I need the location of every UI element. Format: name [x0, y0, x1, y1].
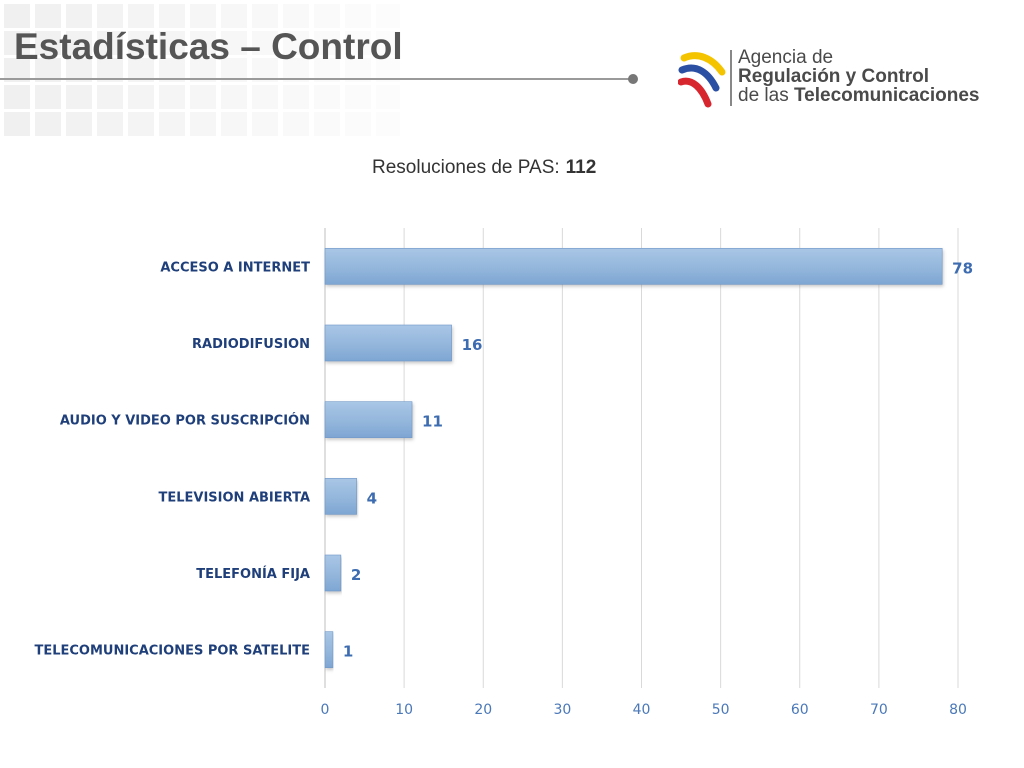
header-tile [190, 85, 216, 109]
header-tile [376, 4, 400, 28]
header-tile [252, 4, 278, 28]
summary-value: 112 [565, 157, 597, 178]
header-tile [345, 31, 371, 55]
logo-line-3-bold: Telecomunicaciones [793, 85, 980, 106]
header-tile [128, 112, 154, 136]
data-label: 4 [367, 489, 377, 507]
x-tick-label: 0 [321, 702, 330, 718]
header-tile [35, 85, 61, 109]
header-tile [221, 4, 247, 28]
header-tile [283, 4, 309, 28]
title-underline-dot [628, 74, 638, 84]
header-tile [314, 112, 340, 136]
x-tick-label: 50 [712, 702, 730, 718]
category-label: RADIODIFUSION [192, 337, 310, 352]
header-tile-pattern [0, 0, 400, 140]
header-tile [66, 85, 92, 109]
category-label: TELEVISION ABIERTA [159, 490, 311, 505]
category-label: TELECOMUNICACIONES POR SATELITE [34, 644, 310, 659]
x-tick-label: 20 [474, 702, 492, 718]
header-tile [159, 112, 185, 136]
logo-wordmark: Agencia de Regulación y Control de las T… [738, 48, 979, 105]
bar [324, 324, 452, 362]
header-tile [190, 31, 216, 55]
header-tile [159, 31, 185, 55]
header-tile [128, 85, 154, 109]
header-tile [4, 85, 30, 109]
header-tile [159, 4, 185, 28]
header-tile [221, 31, 247, 55]
header-tile [35, 31, 61, 55]
page-title: Estadísticas – Control [14, 26, 403, 67]
header-tile [252, 31, 278, 55]
x-tick-label: 70 [870, 702, 888, 718]
header-tile [345, 112, 371, 136]
data-label: 11 [422, 413, 443, 431]
header-tile [35, 4, 61, 28]
header-tile [314, 85, 340, 109]
logo-line-3: de las Telecomunicaciones [738, 86, 979, 105]
bar [324, 248, 943, 285]
header-tile [4, 4, 30, 28]
header-tile [314, 4, 340, 28]
summary-label: Resoluciones de PAS: [372, 157, 560, 178]
header-tile [35, 112, 61, 136]
header-tile [97, 4, 123, 28]
data-label: 78 [952, 259, 973, 277]
header-tile [283, 85, 309, 109]
header-tile [376, 112, 400, 136]
header-tile [97, 31, 123, 55]
header-tile [252, 85, 278, 109]
x-tick-label: 60 [791, 702, 809, 718]
header-tile [190, 112, 216, 136]
x-tick-label: 10 [395, 702, 413, 718]
bar [324, 401, 413, 438]
header-tile [345, 4, 371, 28]
header-tile [97, 85, 123, 109]
header-tile [159, 85, 185, 109]
data-label: 2 [351, 566, 361, 584]
summary-line: Resoluciones de PAS: 112 [372, 157, 596, 179]
header-tile [221, 85, 247, 109]
arcotel-logo: Agencia de Regulación y Control de las T… [678, 44, 979, 114]
header-tile [66, 112, 92, 136]
category-label: ACCESO A INTERNET [160, 260, 310, 275]
header-tile [376, 85, 400, 109]
logo-line-2: Regulación y Control [738, 66, 930, 87]
bar [324, 631, 334, 668]
logo-divider [730, 50, 732, 106]
header-tile [345, 85, 371, 109]
title-underline [0, 78, 632, 80]
logo-mark-icon [678, 52, 726, 108]
data-label: 16 [462, 336, 483, 354]
header-tile [4, 112, 30, 136]
category-label: AUDIO Y VIDEO POR SUSCRIPCIÓN [60, 413, 310, 429]
header-tile [66, 31, 92, 55]
header-tile [97, 112, 123, 136]
header-tile [128, 4, 154, 28]
header-tile [376, 31, 400, 55]
bar [324, 478, 357, 515]
header-tile [66, 4, 92, 28]
header-tile [221, 112, 247, 136]
header-tile [4, 31, 30, 55]
header-tile [283, 31, 309, 55]
bar-chart: 0 10 20 30 40 50 60 70 80 ACCESO A INTERNET 78 RADI… [34, 228, 973, 718]
logo-line-3-prefix: de las [738, 85, 794, 106]
data-label: 1 [343, 643, 353, 661]
header-tile [252, 112, 278, 136]
x-tick-label: 30 [553, 702, 571, 718]
category-label: TELEFONÍA FIJA [196, 566, 310, 582]
bar [324, 554, 342, 592]
header-tile [128, 31, 154, 55]
header-tile [314, 31, 340, 55]
header-tile [190, 4, 216, 28]
header-tile [283, 112, 309, 136]
x-tick-label: 40 [633, 702, 651, 718]
x-tick-label: 80 [949, 702, 967, 718]
logo-line-1: Agencia de [738, 47, 834, 68]
